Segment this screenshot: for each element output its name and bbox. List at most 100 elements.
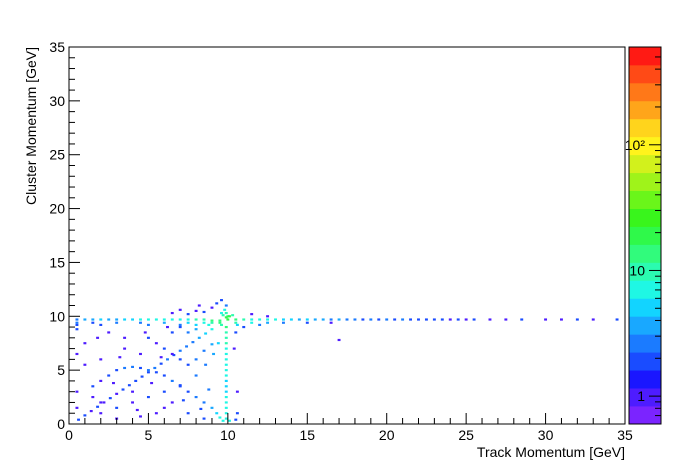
heatmap-cell [194,374,198,377]
heatmap-cell [99,358,103,361]
heatmap-cell [75,328,79,331]
heatmap-cell [401,318,405,321]
colorbar-swatch [629,388,661,407]
heatmap-cell [224,316,228,319]
heatmap-cell [210,328,214,331]
heatmap-cells [75,299,619,422]
heatmap-cell [89,409,93,413]
heatmap-cell [191,341,195,344]
y-tick-label: 25 [49,147,65,163]
heatmap-cell [170,379,174,382]
heatmap-cell [96,405,100,408]
heatmap-cell [224,412,228,415]
heatmap-cell [345,318,349,321]
heatmap-cell [194,395,198,399]
heatmap-cell [185,345,189,348]
heatmap-cell [202,401,206,404]
heatmap-cell [139,352,142,356]
x-tick-label: 35 [617,427,633,443]
x-tick-label: 15 [299,427,315,443]
heatmap-cell [216,342,220,345]
heatmap-cell [575,318,579,321]
heatmap-cell [194,309,198,312]
colorbar-swatch [629,370,661,389]
x-tick-label: 0 [65,427,73,443]
heatmap-cell [140,375,144,378]
heatmap-cell [235,323,239,326]
heatmap-cell [99,323,103,326]
colorbar-swatch [629,82,661,102]
heatmap-cell [210,321,214,324]
heatmap-cell [250,321,254,324]
heatmap-cell [224,336,228,339]
colorbar-swatch [629,316,661,335]
heatmap-cell [170,318,174,321]
colorbar-swatch [629,154,661,174]
heatmap-cell [112,381,115,385]
heatmap-cell [115,406,119,409]
heatmap-cell [194,358,198,361]
heatmap-cell [250,313,254,316]
heatmap-cell [99,318,103,321]
heatmap-cell [472,318,476,321]
colorbar: 1 10 10² [625,46,662,425]
heatmap-cell [194,323,198,326]
heatmap-cell [170,331,174,334]
heatmap-cell [224,369,228,372]
heatmap-cell [186,331,190,334]
y-tick-label: 35 [49,39,65,55]
heatmap-cell [108,397,112,400]
heatmap-cell [153,366,157,370]
heatmap-cell [197,336,201,339]
heatmap-cell [115,369,119,372]
heatmap-cell [172,353,176,357]
colorbar-swatch [629,64,661,84]
heatmap-cell [99,401,103,404]
heatmap-cell [440,318,444,321]
heatmap-cell [91,395,95,399]
colorbar-frame [628,46,662,425]
heatmap-cell [289,318,293,321]
colorbar-swatch [629,280,661,299]
heatmap-cell [417,318,420,321]
heatmap-cell [504,318,508,321]
heatmap-cell [258,323,262,326]
heatmap-cell [178,384,182,387]
heatmap-cell [146,371,150,374]
heatmap-cell [178,318,182,321]
heatmap-cell [154,342,158,345]
x-tick-label: 10 [220,427,236,443]
heatmap-cell [204,363,208,366]
heatmap-cell [83,318,87,321]
heatmap-cell [134,379,138,382]
heatmap-cell [224,342,228,345]
heatmap-cell [210,319,214,322]
heatmap-cell [266,315,270,318]
heatmap-cell [215,412,219,415]
heatmap-cell [282,318,285,321]
heatmap-cell [139,318,142,321]
heatmap-cell [178,323,182,326]
heatmap-cell [146,336,150,339]
heatmap-cell [215,302,219,305]
heatmap-cell [107,318,111,321]
heatmap-cell [544,318,548,321]
heatmap-cell [139,415,142,418]
heatmap-cell [166,325,169,329]
heatmap-cell [199,407,203,411]
heatmap-cell [123,366,127,370]
x-axis: 0 5 10 15 20 25 30 35 [65,413,633,443]
y-tick-label: 30 [49,93,65,109]
heatmap-cell [194,318,198,321]
heatmap-cell [224,385,228,388]
colorbar-swatch [629,226,661,245]
colorbar-swatch [629,100,661,120]
heatmap-cell [159,356,163,359]
heatmap-cell [329,318,333,321]
heatmap-cell [232,347,236,350]
heatmap-cell [234,318,238,321]
heatmap-cell [77,418,80,421]
heatmap-cell [146,318,150,321]
x-axis-label: Track Momentum [GeV] [477,444,625,460]
